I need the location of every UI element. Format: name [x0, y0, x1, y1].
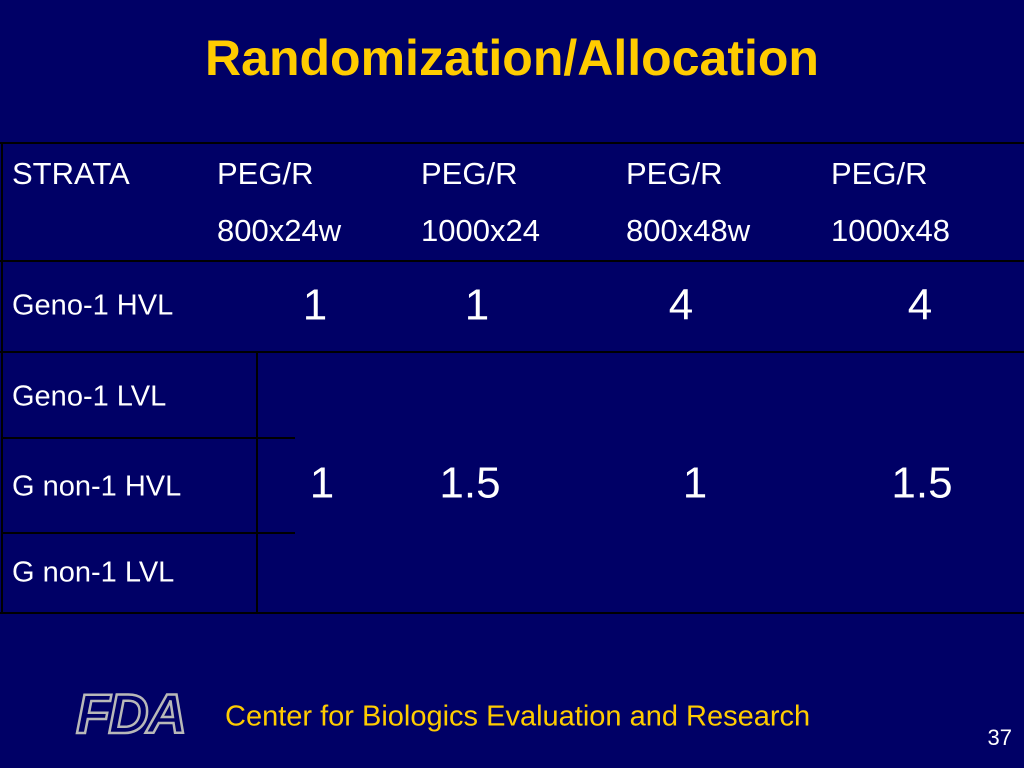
fda-logo: FDA [76, 682, 185, 745]
row-label: G non-1 HVL [12, 471, 181, 503]
column-header: PEG/R [626, 156, 722, 191]
slide-title: Randomization/Allocation [205, 30, 819, 86]
column-header: 800x48w [626, 213, 751, 248]
column-header: PEG/R [831, 156, 927, 191]
column-header: STRATA [12, 156, 130, 191]
row-label: G non-1 LVL [12, 557, 174, 589]
cell-value: 1 [683, 459, 707, 508]
column-header: PEG/R [421, 156, 517, 191]
footer-text: Center for Biologics Evaluation and Rese… [225, 701, 810, 733]
column-header: PEG/R [217, 156, 313, 191]
column-header: 1000x48 [831, 213, 950, 248]
column-header: 800x24w [217, 213, 342, 248]
cell-value: 4 [908, 281, 932, 330]
cell-value: 1 [465, 281, 489, 330]
row-label: Geno-1 HVL [12, 290, 173, 322]
row-label: Geno-1 LVL [12, 381, 166, 413]
cell-value: 1.5 [439, 459, 500, 508]
cell-value: 4 [669, 281, 693, 330]
table-lines [0, 142, 1024, 614]
cell-value: 1 [303, 281, 327, 330]
page-number: 37 [988, 725, 1012, 750]
cell-value: 1.5 [891, 459, 952, 508]
cell-value: 1 [310, 459, 334, 508]
column-header: 1000x24 [421, 213, 540, 248]
